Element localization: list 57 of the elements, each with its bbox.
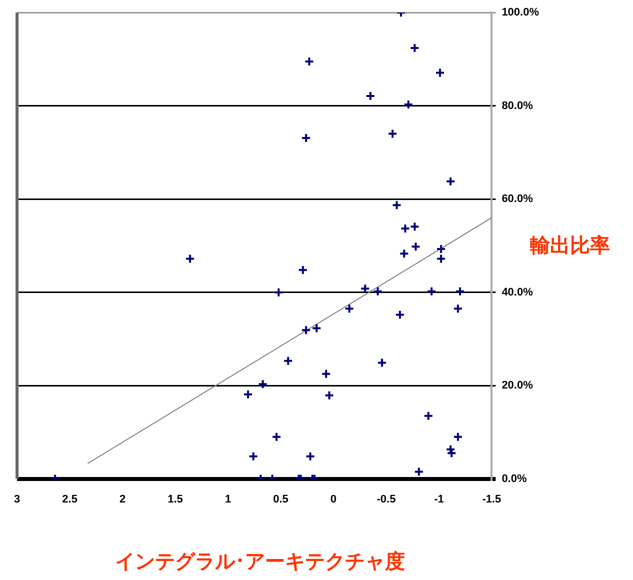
point [304,56,314,67]
point [298,264,308,275]
point [410,242,421,252]
point [410,222,420,232]
point [436,254,446,264]
x-tick-label: 2 [119,493,126,506]
point [274,287,284,298]
point [455,286,466,296]
point [272,432,282,442]
point [305,451,316,462]
point [283,356,294,366]
point [301,325,312,336]
point [436,244,446,254]
y-tick-label: 100.0% [502,6,540,19]
point [372,286,383,296]
x-axis-title: インテグラル･アーキテクチャ度 [114,548,406,575]
point [426,286,437,296]
point [344,304,354,314]
point [377,358,387,368]
point [388,128,398,139]
point [399,248,410,259]
point [324,390,334,400]
x-tick-label: 1 [224,493,232,506]
point [258,379,268,390]
x-tick-label: -0.5 [376,493,396,506]
point [312,323,322,334]
point [446,176,456,186]
x-tick-label: -1.5 [482,493,502,506]
point [321,368,332,379]
x-tick-label: 3 [14,493,20,506]
point [410,43,420,54]
x-tick-label: 0 [330,493,337,506]
point [452,304,463,314]
x-tick-label: -1 [434,493,444,506]
point [414,466,424,477]
y-axis-title: 輸出比率 [530,232,610,259]
point [394,310,405,320]
y-tick-label: 60.0% [502,193,534,206]
y-tick-label: 20.0% [502,380,534,392]
point [248,451,258,462]
point [365,91,376,102]
y-tick-label: 80.0% [502,100,534,112]
point [185,254,196,264]
y-tick-label: 40.0% [502,286,534,298]
x-tick-label: 0.5 [273,493,288,506]
point [435,68,446,78]
x-tick-label: 1.5 [168,493,183,506]
point [400,223,410,234]
point [403,99,414,110]
point [423,410,434,421]
point [243,389,254,400]
point [452,432,463,442]
point [301,133,312,144]
x-tick-label: 2.5 [62,493,78,506]
y-tick-label: 0.0% [502,472,527,485]
point [392,200,402,210]
point [360,284,370,294]
